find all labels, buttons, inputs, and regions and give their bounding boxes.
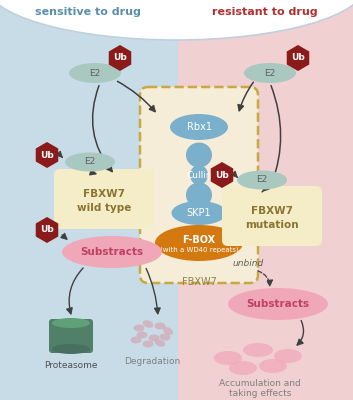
Text: Rbx1: Rbx1 <box>186 122 211 132</box>
Text: resistant to drug: resistant to drug <box>212 7 318 17</box>
Ellipse shape <box>214 351 242 365</box>
Text: Accumulation and: Accumulation and <box>219 378 301 388</box>
Ellipse shape <box>259 359 287 373</box>
Ellipse shape <box>243 343 273 357</box>
Ellipse shape <box>186 142 212 168</box>
Ellipse shape <box>186 182 212 208</box>
Ellipse shape <box>160 334 170 340</box>
Polygon shape <box>211 162 233 188</box>
Text: SKP1: SKP1 <box>187 208 211 218</box>
Text: unbind: unbind <box>232 258 264 268</box>
Ellipse shape <box>244 63 296 83</box>
Text: E2: E2 <box>89 68 101 78</box>
Ellipse shape <box>229 361 257 375</box>
Ellipse shape <box>62 236 162 268</box>
Text: FBXW7: FBXW7 <box>83 189 125 199</box>
Ellipse shape <box>0 0 353 40</box>
Ellipse shape <box>133 324 144 332</box>
Text: Degradation: Degradation <box>124 358 180 366</box>
Text: E2: E2 <box>84 158 96 166</box>
FancyBboxPatch shape <box>49 319 93 353</box>
Text: wild type: wild type <box>77 203 131 213</box>
Polygon shape <box>287 45 309 71</box>
Text: Cullin: Cullin <box>186 170 212 180</box>
FancyBboxPatch shape <box>140 87 258 283</box>
Text: E2: E2 <box>256 176 268 184</box>
Polygon shape <box>36 142 58 168</box>
Text: E2: E2 <box>264 68 276 78</box>
Ellipse shape <box>131 336 142 344</box>
Text: Ub: Ub <box>113 54 127 62</box>
Text: Substracts: Substracts <box>246 299 310 309</box>
Ellipse shape <box>228 288 328 320</box>
Ellipse shape <box>190 165 208 185</box>
Ellipse shape <box>52 318 90 328</box>
Text: FBXW7: FBXW7 <box>251 206 293 216</box>
Text: F-BOX: F-BOX <box>183 235 216 245</box>
Text: Ub: Ub <box>215 170 229 180</box>
FancyBboxPatch shape <box>222 186 322 246</box>
Ellipse shape <box>237 170 287 190</box>
Ellipse shape <box>65 152 115 172</box>
FancyBboxPatch shape <box>54 169 154 229</box>
Ellipse shape <box>155 322 166 330</box>
Text: mutation: mutation <box>245 220 299 230</box>
Text: FBXW7: FBXW7 <box>181 277 216 287</box>
Ellipse shape <box>172 201 227 225</box>
Bar <box>0 0 178 400</box>
Ellipse shape <box>137 332 148 338</box>
Text: Ub: Ub <box>291 54 305 62</box>
Ellipse shape <box>155 339 165 347</box>
Ellipse shape <box>274 349 302 363</box>
Ellipse shape <box>69 63 121 83</box>
Ellipse shape <box>143 340 154 348</box>
Text: (with a WD40 repeats): (with a WD40 repeats) <box>160 247 238 253</box>
Ellipse shape <box>52 344 90 354</box>
Ellipse shape <box>143 320 153 328</box>
Ellipse shape <box>163 327 173 335</box>
Ellipse shape <box>149 334 160 342</box>
Ellipse shape <box>170 114 228 140</box>
Text: Ub: Ub <box>40 226 54 234</box>
Ellipse shape <box>155 225 243 261</box>
Polygon shape <box>109 45 131 71</box>
Text: Proteasome: Proteasome <box>44 360 98 370</box>
Bar <box>178 0 353 400</box>
Text: sensitive to drug: sensitive to drug <box>35 7 141 17</box>
Text: Substracts: Substracts <box>80 247 144 257</box>
Text: Ub: Ub <box>40 150 54 160</box>
Polygon shape <box>36 217 58 243</box>
Text: taking effects: taking effects <box>229 388 291 398</box>
